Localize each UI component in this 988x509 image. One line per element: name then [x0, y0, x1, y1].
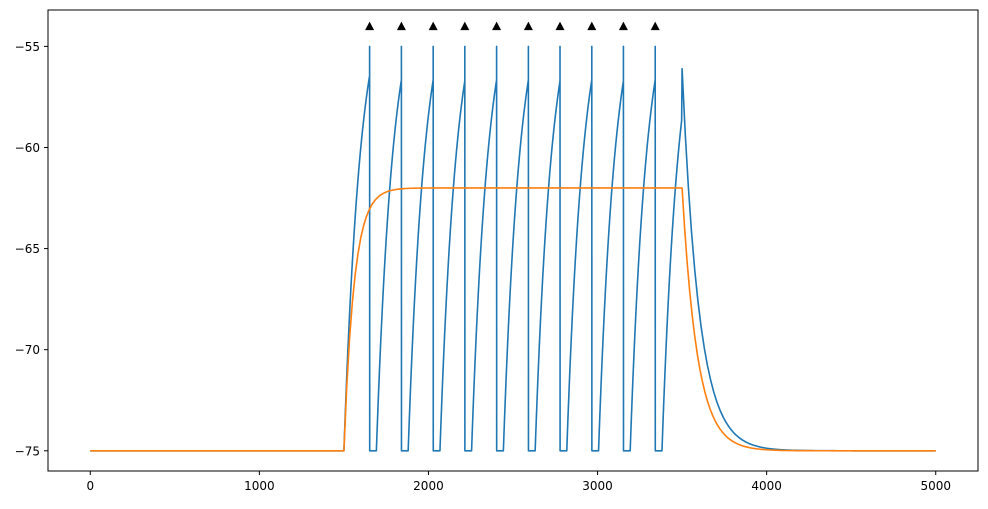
x-tick-label: 1000 [244, 479, 275, 493]
series-line-membrane-potential [90, 45, 936, 452]
y-tick-label: −60 [15, 141, 40, 155]
y-tick-label: −70 [15, 343, 40, 357]
spike-marker-triangle [492, 21, 502, 31]
spike-marker-triangle [396, 21, 406, 31]
spike-marker-triangle [460, 21, 470, 31]
x-tick-label: 4000 [751, 479, 782, 493]
spike-marker-triangle [618, 21, 628, 31]
x-tick-label: 3000 [582, 479, 613, 493]
y-tick-label: −55 [15, 40, 40, 54]
spike-marker-triangle [587, 21, 597, 31]
series-layer [90, 45, 936, 452]
spike-marker-triangle [428, 21, 438, 31]
x-tick-label: 5000 [920, 479, 951, 493]
x-tick-label: 0 [86, 479, 94, 493]
y-axis: −75 −70 −65 −60 −55 [15, 40, 48, 458]
y-tick-label: −75 [15, 444, 40, 458]
y-tick-label: −65 [15, 242, 40, 256]
spike-marker-triangle [523, 21, 533, 31]
plot-area-frame [47, 9, 979, 472]
series-line-passive-potential [90, 187, 936, 452]
spike-markers [365, 21, 660, 31]
spike-marker-triangle [555, 21, 565, 31]
spike-marker-triangle [650, 21, 660, 31]
spike-marker-triangle [365, 21, 375, 31]
x-tick-label: 2000 [413, 479, 444, 493]
x-axis: 0 1000 2000 3000 4000 5000 [86, 471, 951, 493]
